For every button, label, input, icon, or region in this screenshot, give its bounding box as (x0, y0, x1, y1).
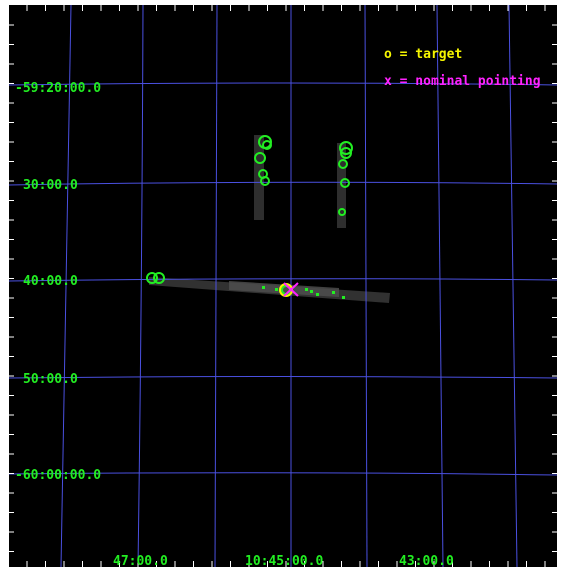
dec-label: -59:20:00.0 (15, 81, 101, 96)
legend-target: o = target (384, 47, 462, 62)
axis-ticks (9, 5, 557, 567)
dec-grid-line (9, 82, 557, 86)
dec-grid-line (9, 472, 557, 476)
dec-grid-line (9, 181, 557, 186)
dec-label: 50:00.0 (23, 372, 78, 387)
source-circle (260, 176, 270, 186)
source-circle (338, 159, 348, 169)
sky-image-frame: o = target x = nominal pointing -59:20:0… (9, 5, 557, 567)
dec-grid-line (9, 278, 557, 282)
ra-label: 10:45:00.0 (245, 554, 323, 567)
source-circle (338, 208, 346, 216)
dec-label: 40:00.0 (23, 274, 78, 289)
ra-label: 47:00.0 (113, 554, 168, 567)
legend-nominal-pointing: x = nominal pointing (384, 74, 541, 89)
dec-grid-line (9, 376, 557, 379)
source-circle (340, 178, 350, 188)
source-circle (146, 272, 158, 284)
source-dot (305, 288, 308, 291)
ra-grid-line (137, 5, 144, 567)
exposure-strip-left-vertical (254, 135, 264, 220)
dec-label: -60:00:00.0 (15, 468, 101, 483)
source-dot (275, 288, 278, 291)
ra-grid-line (364, 5, 368, 567)
exposure-strips (149, 135, 390, 303)
source-dot (310, 290, 313, 293)
source-circle (254, 152, 266, 164)
ra-label: 43:00.0 (399, 554, 454, 567)
source-circle (262, 140, 272, 150)
sky-plot: o = target x = nominal pointing -59:20:0… (9, 5, 557, 567)
source-dot (332, 291, 335, 294)
source-circle (339, 141, 353, 155)
source-circle (153, 272, 165, 284)
source-dot (316, 293, 319, 296)
source-dot (262, 286, 265, 289)
ra-grid-line (436, 5, 444, 567)
ra-grid-line (214, 5, 218, 567)
ra-grid-line (60, 5, 72, 567)
detected-sources (146, 135, 353, 299)
nominal-pointing-marker (283, 282, 299, 297)
ra-grid-line (508, 5, 518, 567)
source-circle (340, 147, 352, 159)
source-dot (342, 296, 345, 299)
dec-label: 30:00.0 (23, 178, 78, 193)
